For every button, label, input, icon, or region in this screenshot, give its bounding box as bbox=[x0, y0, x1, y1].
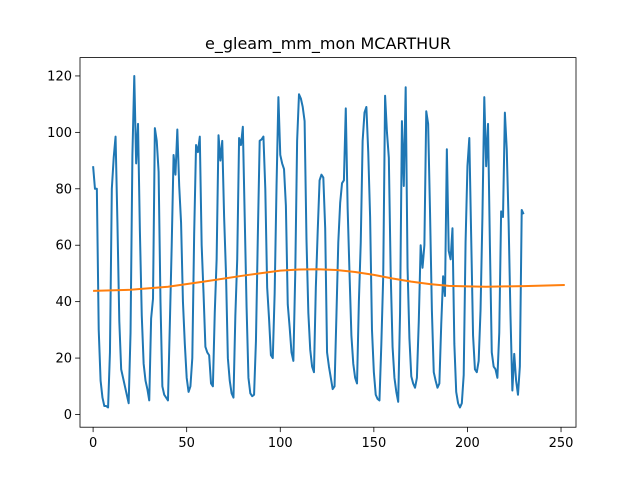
y-tick-label: 40 bbox=[55, 295, 72, 310]
x-tick-label: 50 bbox=[178, 436, 195, 451]
y-tick-label: 20 bbox=[55, 352, 72, 367]
series-layer bbox=[92, 74, 565, 409]
series-line-monthly bbox=[92, 74, 525, 409]
x-tick-label: 250 bbox=[549, 436, 574, 451]
plot-frame bbox=[79, 57, 577, 428]
x-axis: 0 50 100 150 200 250 bbox=[89, 427, 573, 451]
series-line-trend bbox=[93, 268, 565, 292]
x-tick-label: 200 bbox=[455, 436, 480, 451]
chart-title: e_gleam_mm_mon MCARTHUR bbox=[205, 34, 451, 54]
y-axis: 0 20 40 60 80 100 120 bbox=[47, 69, 80, 423]
y-tick-label: 60 bbox=[55, 239, 72, 254]
y-tick-label: 100 bbox=[47, 126, 72, 141]
x-tick-label: 100 bbox=[268, 436, 293, 451]
y-tick-label: 80 bbox=[55, 182, 72, 197]
y-tick-label: 0 bbox=[64, 408, 72, 423]
x-tick-label: 150 bbox=[361, 436, 386, 451]
y-tick-label: 120 bbox=[47, 69, 72, 84]
x-tick-label: 0 bbox=[89, 436, 97, 451]
